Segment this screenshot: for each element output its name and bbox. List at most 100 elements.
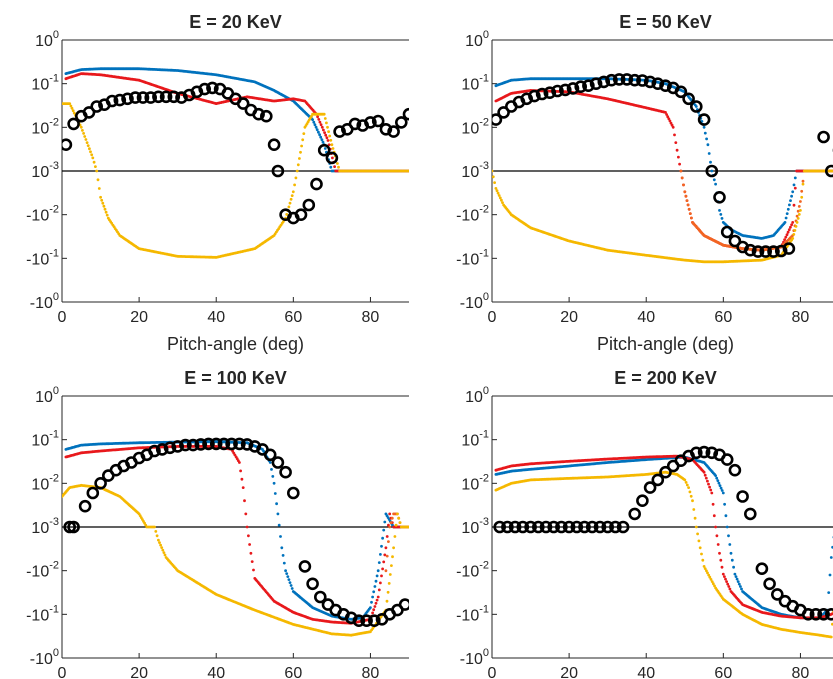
data-point [711,502,715,506]
data-point [716,479,720,482]
data-point [244,512,248,516]
data-point [688,490,692,494]
data-point [384,569,388,573]
data-point [72,111,76,115]
data-point [714,182,717,186]
y-tick-label: -100 [30,647,59,668]
data-point [379,581,382,585]
x-tick-label: 60 [714,665,732,679]
data-point [704,476,708,480]
data-point [314,125,318,129]
data-point [666,115,670,119]
data-point [694,525,698,529]
data-point [784,216,788,220]
data-point [785,212,789,216]
data-marker [159,90,173,104]
data-point [385,554,389,558]
data-point [100,198,104,202]
data-marker [263,448,277,462]
x-tick-label: 0 [58,309,67,326]
data-point [734,575,738,578]
data-point [719,558,723,562]
data-point [673,133,676,137]
y-tick-label: 100 [35,29,59,50]
series-markers [492,73,833,258]
data-point [670,123,674,127]
x-tick-label: 80 [362,309,380,326]
data-point [290,194,294,198]
data-point [371,595,374,599]
data-marker [333,125,346,138]
data-point [380,544,383,548]
data-marker [233,437,246,451]
data-marker [643,481,657,494]
data-point [724,577,727,581]
data-point [677,155,680,159]
data-point [675,148,679,152]
data-point [716,543,720,546]
data-marker [129,91,142,104]
data-marker [585,520,599,534]
data-point [325,136,329,140]
data-point [245,525,249,529]
data-point [69,104,73,108]
data-point [407,525,409,529]
data-point [277,523,281,527]
y-tick-label: -100 [460,291,489,312]
data-point [700,552,703,556]
data-marker [593,520,607,534]
x-tick-label: 0 [58,665,67,679]
data-marker [152,90,165,104]
data-point [492,175,495,179]
data-point [318,120,322,124]
data-point [316,115,319,119]
data-marker [516,520,530,534]
data-marker [271,164,285,178]
data-point [323,117,327,120]
data-marker [271,456,285,469]
data-marker [371,114,385,128]
x-tick-label: 40 [637,665,655,679]
series-yellow [492,169,833,264]
y-tick-label: 100 [35,385,59,406]
y-tick-label: -10-2 [26,204,59,225]
data-point [829,556,833,559]
data-point [326,139,330,142]
data-point [496,191,500,195]
y-tick-label: 10-3 [461,516,489,537]
data-point [736,580,740,583]
data-marker [609,520,622,534]
data-point [792,233,796,236]
data-point [708,485,711,489]
data-point [707,152,711,155]
data-point [296,163,300,167]
data-marker [770,588,784,601]
plot-area [62,437,409,637]
data-point [301,138,305,142]
data-point [708,575,712,579]
data-point [733,572,737,576]
y-tick-label: 10-1 [31,73,59,94]
data-marker [674,85,688,99]
data-marker [360,614,373,628]
data-point [712,178,716,182]
data-point [94,165,97,169]
data-point [388,573,392,576]
data-point [240,477,244,481]
data-marker [317,143,331,157]
data-point [685,199,689,203]
data-point [382,560,386,564]
data-marker [612,73,626,86]
data-point [391,555,394,559]
data-point [331,147,335,150]
data-point [302,132,306,136]
data-point [397,516,401,520]
data-marker [190,85,204,99]
data-point [282,561,286,565]
data-point [376,569,380,573]
chart-title: E = 50 KeV [619,12,712,32]
data-marker [589,77,603,90]
data-point [714,474,717,477]
data-marker [578,520,591,534]
data-point [252,568,255,572]
